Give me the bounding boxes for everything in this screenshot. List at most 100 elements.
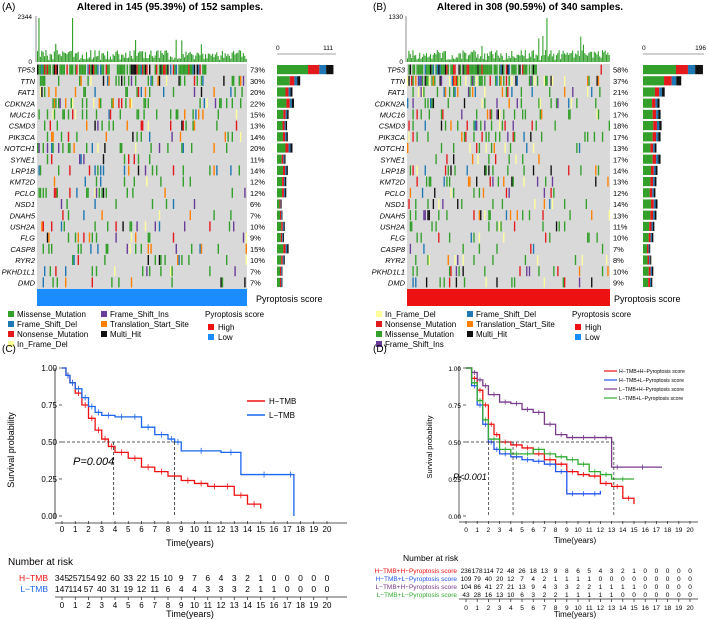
x-tick-label: 11 (204, 525, 213, 534)
legend-a-item-3: Translation_Start_Site (110, 320, 189, 329)
x-tick-label: 7 (153, 525, 158, 534)
mutation-cell (496, 64, 498, 75)
mutation-cell (540, 109, 543, 120)
mutation-cell (192, 120, 194, 131)
mutation-cell (184, 75, 186, 86)
mutation-cell (425, 64, 428, 75)
panel-a-title: Altered in 145 (95.39%) of 152 samples. (77, 2, 263, 13)
sample-tmb-bar (499, 57, 501, 62)
mutation-cell (38, 109, 40, 120)
gene-side-bar (643, 154, 653, 164)
mutation-cell (570, 98, 573, 109)
mutation-cell (140, 131, 142, 142)
legend-a-score-title: Pyroptosis score (205, 310, 265, 319)
mutation-cell (95, 64, 98, 75)
mutation-cell (578, 266, 581, 277)
mutation-cell (94, 165, 96, 176)
mutation-cell (424, 120, 426, 131)
sample-tmb-bar (79, 59, 81, 62)
gene-side-bar (280, 233, 283, 243)
mutation-cell (407, 143, 409, 153)
mutation-cell (551, 75, 554, 86)
gene-side-bar (651, 266, 654, 276)
mutation-cell (536, 176, 539, 187)
mutation-cell (438, 232, 440, 243)
mutation-cell (181, 143, 183, 153)
mutation-cell (231, 187, 233, 198)
sample-tmb-bar (515, 57, 517, 62)
mutation-cell (563, 221, 566, 232)
mutation-cell (484, 120, 486, 131)
mutation-cell (435, 154, 437, 165)
gene-side-bar (648, 266, 651, 276)
risk-count: 5 (587, 568, 591, 575)
gene-side-bar (277, 233, 281, 243)
mutation-cell (66, 199, 68, 209)
sample-tmb-bar (227, 53, 229, 62)
mutation-cell (436, 87, 439, 97)
mutation-cell (67, 109, 70, 120)
sample-tmb-bar (545, 50, 547, 62)
sample-tmb-bar (233, 51, 235, 62)
risk-count: 15 (150, 573, 160, 583)
mutation-cell (55, 98, 57, 109)
sample-tmb-bar (74, 53, 76, 62)
mutation-cell (240, 131, 242, 142)
gene-label: MUC16 (380, 111, 406, 120)
risk-count: 12 (137, 584, 147, 594)
mutation-cell (44, 64, 46, 75)
panel-c-y-ticks: 1.000.750.500.250.00 (41, 364, 62, 521)
mutation-cell (549, 87, 551, 97)
gene-label: NSD1 (15, 200, 35, 209)
legend-d-4: L−TMB+L−Pyroptosis score (619, 396, 683, 402)
sample-tmb-bar (481, 45, 483, 62)
risk-count: 4 (192, 584, 197, 594)
survival-curve (62, 367, 295, 516)
mutation-cell (158, 210, 161, 221)
mutation-cell (81, 98, 84, 109)
risk-count: 0 (643, 584, 647, 591)
mutation-cell (55, 187, 57, 198)
mutation-cell (234, 87, 236, 97)
sample-tmb-bar (509, 58, 511, 62)
sample-tmb-bar (97, 55, 99, 62)
mutation-cell (58, 143, 60, 153)
mutation-cell (165, 64, 168, 75)
mutation-cell (133, 154, 135, 165)
mutation-cell (44, 266, 46, 277)
risk-count: 109 (461, 576, 472, 583)
panel-c: (C) Survival probability 1.000.750.500.2… (2, 344, 347, 619)
mutation-cell (102, 64, 105, 75)
mutation-cell (132, 187, 134, 198)
risk-count: 3 (232, 573, 237, 583)
sample-tmb-bar (526, 58, 528, 62)
mutation-cell (409, 243, 412, 254)
mutation-cell (151, 165, 154, 176)
mutation-cell (591, 277, 593, 288)
mutation-cell (125, 87, 127, 97)
mutation-cell (586, 232, 589, 243)
legend-b-high-swatch (575, 324, 581, 330)
mutation-cell (595, 98, 597, 109)
mutation-cell (200, 87, 203, 97)
mutation-cell (133, 64, 135, 75)
sample-tmb-bar (563, 53, 566, 62)
sample-tmb-bar (542, 36, 544, 62)
risk-count: 3 (565, 584, 569, 591)
mutation-cell (105, 187, 107, 198)
mutation-cell (513, 131, 516, 142)
gene-side-bar (648, 244, 650, 254)
sample-tmb-bar (170, 56, 172, 62)
mutation-cell (105, 131, 107, 142)
sample-tmb-bar (505, 53, 507, 62)
mutation-cell (415, 255, 417, 265)
panel-b-side-min: 0 (642, 45, 646, 52)
gene-side-bar (664, 76, 672, 86)
mutation-cell (126, 187, 128, 198)
legend-a-item-1: Frame_Shift_Ins (110, 310, 169, 319)
mutation-cell (457, 75, 459, 86)
gene-side-bar (283, 177, 286, 187)
mutation-cell (185, 64, 187, 75)
sample-tmb-bar (67, 52, 69, 62)
x-tick-label: 14 (619, 527, 627, 534)
